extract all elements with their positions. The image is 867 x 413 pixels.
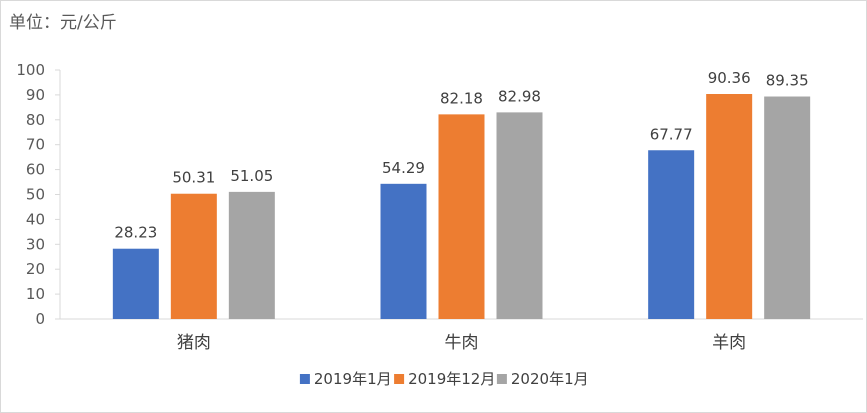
unit-label: 单位：元/公斤 xyxy=(9,13,117,33)
legend-label: 2020年1月 xyxy=(511,370,589,388)
y-tick-label: 60 xyxy=(26,161,45,179)
legend-label: 2019年1月 xyxy=(314,370,392,388)
legend-swatch xyxy=(496,374,507,384)
category-label: 羊肉 xyxy=(712,333,746,353)
legend-swatch xyxy=(394,374,405,384)
bar xyxy=(706,94,753,319)
data-label: 67.77 xyxy=(650,125,693,143)
data-label: 28.23 xyxy=(114,224,157,242)
y-tick-label: 20 xyxy=(26,260,45,278)
y-tick-label: 70 xyxy=(26,136,45,154)
data-label: 82.18 xyxy=(440,89,483,107)
data-label: 90.36 xyxy=(708,69,751,87)
data-label: 54.29 xyxy=(382,159,425,177)
bar xyxy=(496,112,543,320)
category-label: 猪肉 xyxy=(177,333,211,353)
bar xyxy=(170,193,217,319)
bar xyxy=(228,191,275,319)
y-tick-label: 0 xyxy=(35,310,45,328)
y-tick-label: 30 xyxy=(26,235,45,253)
y-tick-label: 100 xyxy=(16,61,45,79)
y-tick-label: 90 xyxy=(26,86,45,104)
bar xyxy=(438,114,485,320)
y-tick-label: 50 xyxy=(26,186,45,204)
y-tick-label: 40 xyxy=(26,210,45,228)
bar xyxy=(764,96,811,320)
bar xyxy=(112,248,159,319)
category-label: 牛肉 xyxy=(445,333,479,353)
y-tick-label: 10 xyxy=(26,285,45,303)
data-label: 50.31 xyxy=(172,169,215,187)
bar xyxy=(648,150,695,319)
data-label: 51.05 xyxy=(230,167,273,185)
legend-label: 2019年12月 xyxy=(408,370,495,388)
y-tick-label: 80 xyxy=(26,111,45,129)
data-label: 82.98 xyxy=(498,87,541,105)
data-label: 89.35 xyxy=(766,72,809,90)
legend-swatch xyxy=(299,374,310,384)
bar xyxy=(380,183,427,319)
